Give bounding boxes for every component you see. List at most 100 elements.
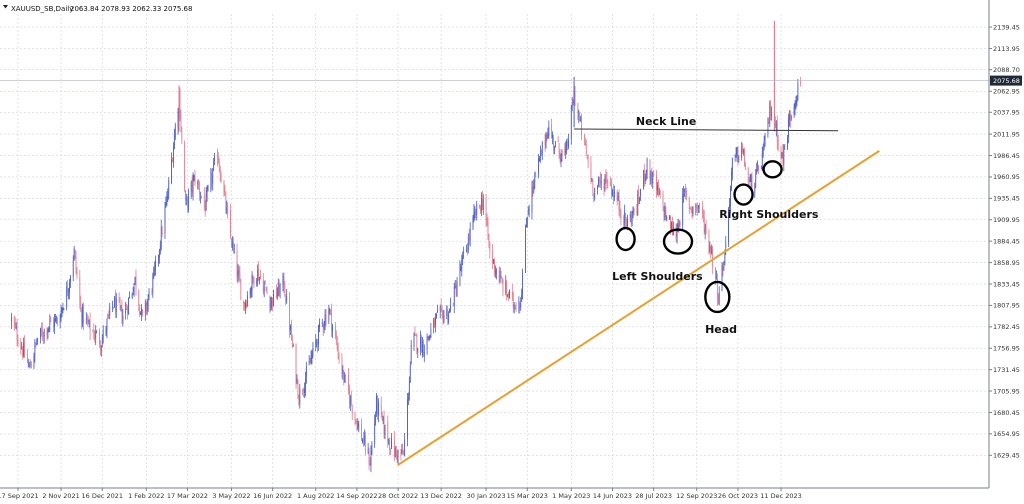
candle-body bbox=[376, 395, 377, 414]
pattern-circle-marker[interactable] bbox=[615, 226, 636, 252]
y-axis-ticks: 2139.45 2113.95 2088.70 2062.95 2037.95 2011.… bbox=[989, 23, 1020, 460]
candle-body bbox=[546, 133, 548, 140]
candle-body bbox=[480, 206, 481, 212]
candle-body bbox=[204, 203, 206, 214]
candle-body bbox=[731, 157, 733, 176]
candle-body bbox=[120, 305, 122, 307]
trendline[interactable] bbox=[397, 150, 880, 466]
y-tick-label: 1629.45 bbox=[993, 452, 1020, 460]
candle-body bbox=[619, 207, 621, 212]
x-tick-label: 1 Aug 2022 bbox=[297, 492, 335, 500]
candle-body bbox=[597, 187, 598, 189]
candle-body bbox=[349, 391, 350, 405]
y-tick-label: 1986.45 bbox=[993, 152, 1020, 160]
candle-body bbox=[213, 161, 215, 171]
candle-body bbox=[286, 295, 288, 302]
candle-body bbox=[89, 317, 91, 333]
candle-body bbox=[186, 198, 187, 200]
candle-body bbox=[671, 222, 672, 231]
candle-body bbox=[390, 448, 391, 451]
candle-body bbox=[133, 283, 135, 292]
candle-body bbox=[643, 170, 644, 189]
candle-body bbox=[273, 290, 274, 307]
candle-body bbox=[191, 180, 193, 191]
chart-header: XAUUSD_SB,Daily 2063.84 2078.93 2062.33 … bbox=[3, 5, 192, 13]
pattern-circle-marker[interactable] bbox=[662, 228, 694, 255]
candle-body bbox=[276, 288, 277, 298]
pattern-circle-marker[interactable] bbox=[704, 280, 731, 314]
candle-body bbox=[796, 99, 798, 100]
candle-body bbox=[99, 332, 100, 345]
candle-body bbox=[499, 274, 501, 283]
candle-body bbox=[384, 424, 386, 436]
candle-body bbox=[236, 250, 238, 277]
candle-body bbox=[361, 423, 362, 441]
candle-body bbox=[800, 80, 802, 86]
candle-body bbox=[638, 191, 640, 200]
candle-body bbox=[637, 194, 639, 215]
drawing-objects[interactable]: Neck Line Left Shoulders Right Shoulders He… bbox=[0, 80, 989, 466]
candle-body bbox=[380, 403, 382, 412]
candle-body bbox=[56, 318, 58, 324]
candle-body bbox=[532, 185, 534, 190]
x-tick-label: 28 Oct 2022 bbox=[378, 492, 418, 500]
candle-body bbox=[337, 346, 339, 359]
candle-body bbox=[152, 275, 154, 292]
candle-body bbox=[16, 325, 18, 340]
candle-body bbox=[717, 297, 719, 304]
candle-body bbox=[554, 146, 555, 150]
candle-body bbox=[790, 117, 792, 119]
x-tick-label: 16 Dec 2021 bbox=[81, 492, 123, 500]
candle-body bbox=[745, 168, 746, 170]
y-tick-label: 1935.45 bbox=[993, 195, 1020, 203]
candle-body bbox=[205, 193, 207, 211]
candle-body bbox=[620, 211, 622, 219]
pattern-circle-marker[interactable] bbox=[733, 183, 754, 206]
candle-body bbox=[102, 329, 104, 339]
candle-body bbox=[173, 135, 175, 150]
candle-body bbox=[20, 344, 22, 349]
candle-body bbox=[188, 192, 189, 210]
candle-body bbox=[173, 146, 174, 162]
candle-body bbox=[369, 463, 371, 466]
x-tick-label: 26 Oct 2023 bbox=[718, 492, 758, 500]
x-tick-label: 11 Dec 2023 bbox=[760, 492, 802, 500]
candle-body bbox=[328, 309, 330, 321]
candle-body bbox=[299, 388, 301, 405]
candle-body bbox=[408, 396, 409, 400]
candle-body bbox=[728, 209, 729, 243]
candle-body bbox=[494, 260, 495, 272]
candle-body bbox=[158, 249, 160, 258]
candle-body bbox=[144, 302, 146, 314]
neckline[interactable] bbox=[574, 128, 839, 132]
candle-body bbox=[388, 438, 390, 445]
candle-body bbox=[629, 214, 631, 219]
candle-body bbox=[158, 255, 159, 261]
pattern-circle-marker[interactable] bbox=[762, 160, 783, 179]
candle-body bbox=[577, 103, 579, 114]
candle-body bbox=[479, 204, 480, 207]
candle-body bbox=[544, 141, 546, 145]
candle-body bbox=[126, 309, 127, 310]
candle-body bbox=[371, 444, 373, 454]
candle-body bbox=[630, 216, 632, 224]
candle-body bbox=[640, 188, 641, 197]
candle-body bbox=[598, 177, 599, 185]
candle-body bbox=[402, 450, 404, 455]
candle-body bbox=[747, 167, 749, 183]
candle-body bbox=[349, 396, 351, 405]
symbol-label: XAUUSD_SB,Daily bbox=[11, 5, 73, 13]
candle-body bbox=[185, 191, 186, 201]
candle-body bbox=[436, 314, 437, 318]
candle-body bbox=[151, 290, 153, 292]
triangle-down-icon[interactable] bbox=[3, 5, 8, 9]
candle-body bbox=[760, 166, 762, 169]
candle-body bbox=[60, 310, 62, 320]
candle-body bbox=[303, 389, 304, 391]
candle-body bbox=[367, 448, 369, 452]
candle-body bbox=[771, 113, 773, 117]
candle-body bbox=[710, 247, 712, 257]
annotation-right-shoulders: Right Shoulders bbox=[719, 208, 819, 221]
